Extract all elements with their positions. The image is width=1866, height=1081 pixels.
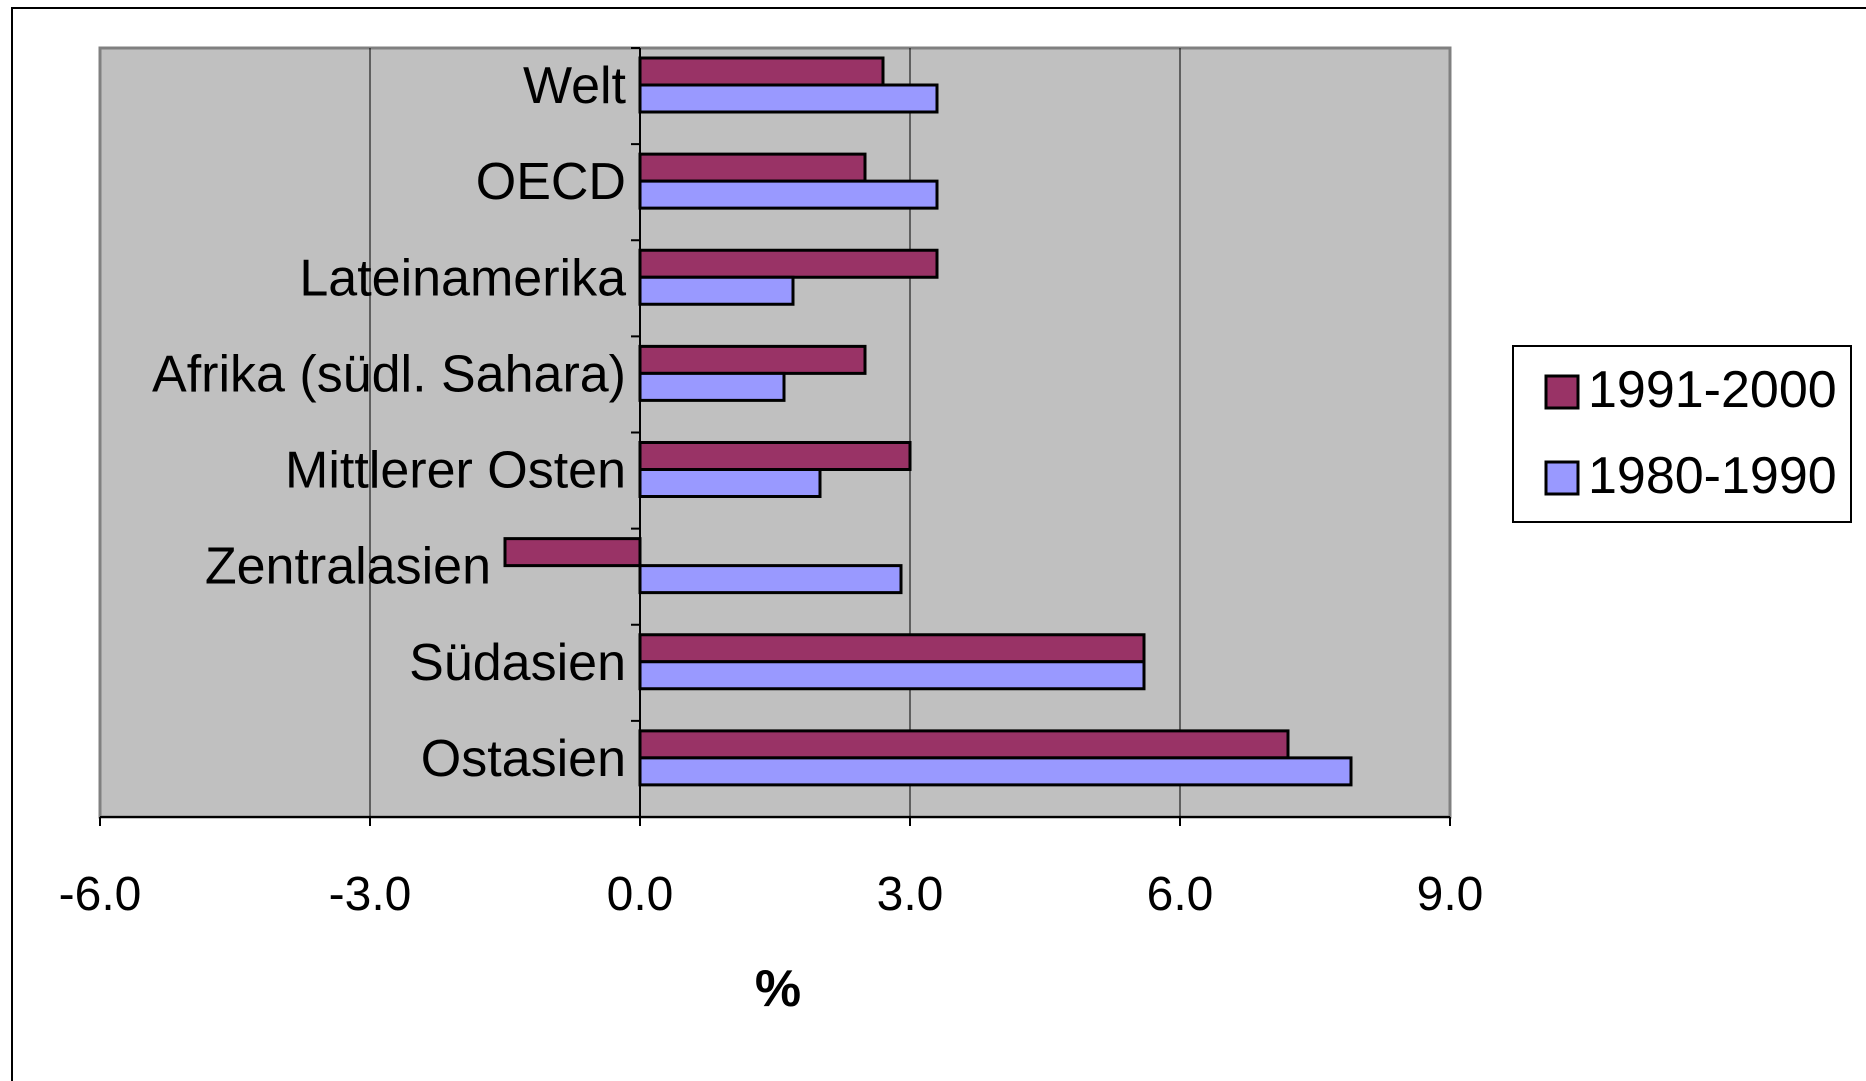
- legend: 1991-2000 1980-1990: [1512, 345, 1852, 523]
- category-labels: Welt OECD Lateinamerika Afrika (südl. Sahar…: [152, 57, 627, 788]
- x-axis-title: %: [755, 960, 801, 1018]
- x-tick-label: 0.0: [607, 868, 674, 921]
- bar-1991-2000-2: [638, 248, 939, 279]
- category-label: Welt: [523, 57, 627, 115]
- bar-1991-2000-4: [638, 441, 912, 471]
- legend-label: 1980-1990: [1588, 447, 1837, 505]
- category-label: OECD: [476, 153, 626, 211]
- legend-swatch: [1544, 374, 1580, 410]
- legend-swatch: [1544, 460, 1580, 496]
- bar-1991-2000-0: [638, 56, 885, 87]
- x-tick-label: -3.0: [329, 868, 412, 921]
- bar-1991-2000-3: [638, 344, 867, 375]
- category-label: Südasien: [409, 634, 626, 692]
- x-tick-label: 9.0: [1417, 868, 1484, 921]
- bars: [503, 56, 1353, 787]
- bar-1980-1990-3: [638, 371, 786, 402]
- bar-1980-1990-7: [638, 756, 1353, 787]
- x-tick-label: 3.0: [877, 868, 944, 921]
- legend-label: 1991-2000: [1588, 361, 1837, 419]
- bar-1980-1990-0: [638, 83, 939, 114]
- x-tick-label: -6.0: [59, 868, 142, 921]
- bar-1980-1990-6: [638, 660, 1146, 691]
- category-label: Zentralasien: [205, 538, 491, 596]
- category-label: Mittlerer Osten: [285, 442, 626, 500]
- bar-1980-1990-1: [638, 179, 939, 210]
- bar-1991-2000-7: [638, 729, 1290, 760]
- axes: [99, 47, 1451, 826]
- bar-1991-2000-6: [638, 633, 1146, 664]
- category-label: Ostasien: [421, 730, 626, 788]
- x-tick-label: 6.0: [1147, 868, 1214, 921]
- bar-1991-2000-1: [638, 152, 867, 183]
- category-label: Lateinamerika: [299, 249, 626, 307]
- bar-1980-1990-5: [638, 564, 903, 595]
- bar-1980-1990-4: [638, 468, 822, 498]
- bar-1980-1990-2: [638, 275, 795, 306]
- category-label: Afrika (südl. Sahara): [152, 345, 626, 403]
- bar-1991-2000-5: [503, 537, 642, 568]
- tick-labels: -6.0 -3.0 0.0 3.0 6.0 9.0: [59, 868, 1484, 921]
